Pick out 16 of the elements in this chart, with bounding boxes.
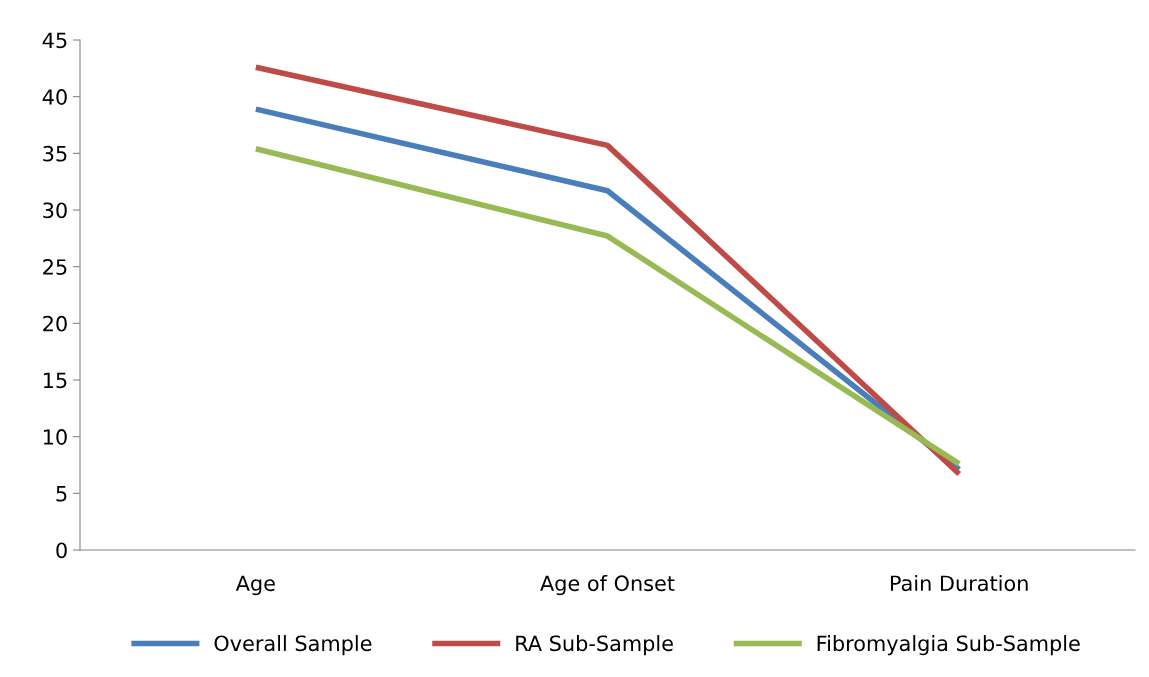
y-tick-label: 35: [43, 145, 67, 162]
legend-label: Fibromyalgia Sub-Sample: [817, 635, 1080, 656]
y-tick-label: 10: [43, 429, 67, 445]
x-tick-label: Pain Duration: [890, 575, 1028, 592]
y-tick-label: 40: [42, 89, 67, 105]
y-tick-label: 0: [56, 542, 67, 559]
y-tick-label: 45: [42, 32, 67, 49]
y-tick-label: 20: [43, 315, 67, 332]
y-tick-label: 25: [43, 259, 67, 275]
legend-label: Overall Sample: [214, 635, 372, 656]
y-tick-label: 15: [43, 372, 67, 389]
y-tick-label: 30: [43, 202, 67, 219]
y-tick-label: 5: [56, 486, 67, 502]
legend-label: RA Sub-Sample: [516, 635, 673, 656]
x-tick-label: Age of Onset: [540, 575, 675, 596]
x-tick-label: Age: [235, 575, 275, 596]
